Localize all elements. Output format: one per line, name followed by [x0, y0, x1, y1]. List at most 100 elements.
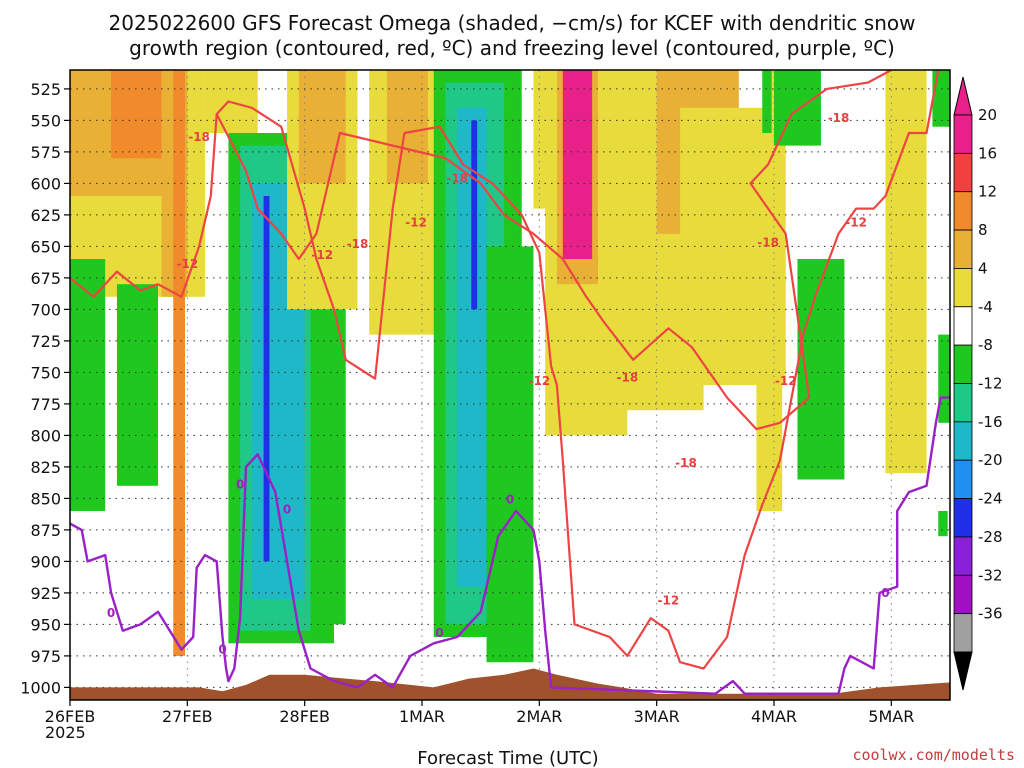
x-tick-label-2: 28FEB [279, 707, 330, 726]
omega-region-34 [885, 70, 927, 474]
freezing-level-contour [70, 396, 950, 695]
omega-region-16 [386, 70, 428, 184]
colorbar-bin-5 [953, 306, 973, 346]
credit-text: coolwx.com/modelts [852, 746, 1015, 764]
contour-labels: -18-12-12-18-12-18-12 -18-18-18-12-12-18-… [107, 111, 890, 657]
omega-region-10 [263, 196, 270, 562]
y-tick-label-7: 700 [30, 300, 61, 319]
temperature-contours [70, 70, 950, 695]
colorbar-label-11: -28 [978, 528, 1003, 546]
colorbar-bin-12 [953, 574, 973, 615]
x-tick-label-1: 27FEB [162, 707, 213, 726]
colorbar-bin-3 [953, 229, 973, 269]
contour-label-1: -12 [176, 257, 198, 271]
y-tick-label-0: 525 [30, 80, 61, 99]
colorbar-top-arrow [953, 76, 973, 116]
contour-label-9: -18 [757, 236, 779, 250]
contour-label-3: -18 [347, 237, 369, 251]
y-tick-label-5: 650 [30, 237, 61, 256]
colorbar-label-0: 20 [978, 106, 997, 124]
omega-region-29 [768, 70, 783, 511]
colorbar-label-4: 4 [978, 259, 988, 277]
colorbar-label-7: -12 [978, 375, 1003, 393]
y-tick-label-8: 725 [30, 332, 61, 351]
colorbar-label-3: 8 [978, 221, 988, 239]
omega-region-4 [173, 70, 185, 656]
contour-label-20: 0 [881, 586, 889, 600]
contour-label-18: 0 [435, 626, 443, 640]
colorbar-bin-6 [953, 344, 973, 384]
title-line-1: 2025022600 GFS Forecast Omega (shaded, −… [109, 11, 916, 35]
contour-label-13: -12 [845, 215, 867, 229]
terrain-surface [70, 668, 950, 700]
y-tick-label-18: 975 [30, 647, 61, 666]
contour-label-16: 0 [236, 478, 244, 492]
omega-region-36 [938, 334, 950, 423]
y-tick-label-1: 550 [30, 111, 61, 130]
x-year-label: 2025 [45, 723, 86, 742]
x-tick-label-5: 3MAR [634, 707, 680, 726]
contour-label-15: 0 [218, 643, 226, 657]
colorbar-label-9: -20 [978, 451, 1003, 469]
contour-label-4: -12 [405, 215, 427, 229]
omega-region-31 [762, 70, 772, 133]
omega-region-37 [938, 511, 948, 537]
y-tick-label-10: 775 [30, 395, 61, 414]
colorbar-bin-2 [953, 191, 973, 231]
y-tick-label-12: 825 [30, 458, 61, 477]
colorbar-bin-1 [953, 152, 973, 193]
omega-region-5 [70, 259, 106, 511]
contour-minus-12C [70, 70, 940, 670]
colorbar-label-12: -32 [978, 566, 1003, 584]
x-tick-label-6: 4MAR [751, 707, 797, 726]
y-tick-label-9: 750 [30, 363, 61, 382]
colorbar-bin-9 [953, 459, 973, 499]
y-tick-label-2: 575 [30, 143, 61, 162]
y-tick-label-13: 850 [30, 489, 61, 508]
colorbar-label-10: -24 [978, 490, 1003, 508]
colorbar-bin-4 [953, 268, 973, 308]
contour-label-14: 0 [107, 606, 115, 620]
pressure-axis: 525 550 575 600 625 650 675 700 725 750 775 800 825 8… [20, 80, 70, 697]
contour-label-17: 0 [283, 503, 291, 517]
x-tick-label-0: 26FEB [45, 707, 96, 726]
y-tick-label-4: 625 [30, 206, 61, 225]
omega-region-25 [562, 70, 593, 259]
contour-label-0: -18 [188, 130, 210, 144]
y-tick-label-11: 800 [30, 426, 61, 445]
colorbar-bin-13 [953, 613, 973, 653]
y-tick-label-3: 600 [30, 174, 61, 193]
plot-frame [69, 69, 951, 701]
x-tick-label-3: 1MAR [399, 707, 445, 726]
y-tick-label-17: 950 [30, 615, 61, 634]
colorbar-label-2: 12 [978, 183, 997, 201]
x-axis-label: Forecast Time (UTC) [417, 748, 598, 768]
colorbar-bin-11 [953, 536, 973, 576]
colorbar-label-8: -16 [978, 413, 1003, 431]
y-tick-label-15: 900 [30, 552, 61, 571]
contour-minus-18C [215, 70, 892, 431]
contour-label-2: -12 [311, 248, 333, 262]
colorbar-bin-7 [953, 383, 973, 423]
contour-label-12: -18 [828, 111, 850, 125]
colorbar-bin-10 [953, 498, 973, 538]
colorbar-label-1: 16 [978, 144, 997, 162]
colorbar-bottom-arrow [953, 651, 973, 691]
contour-label-5: -18 [446, 171, 468, 185]
contour-label-8: -18 [675, 456, 697, 470]
contour-label-7: -18 [616, 370, 638, 384]
terrain [70, 668, 950, 700]
colorbar-label-13: -36 [978, 605, 1003, 623]
y-tick-label-6: 675 [30, 269, 61, 288]
y-tick-label-19: 1000 [20, 678, 61, 697]
omega-region-35 [932, 70, 950, 127]
contour-label-19: 0 [506, 493, 514, 507]
omega-region-2 [111, 70, 164, 159]
colorbar-bin-0 [953, 114, 973, 154]
omega-region-13 [298, 70, 346, 184]
colorbar-label-5: -4 [978, 298, 993, 316]
colorbar: 20 16 12 8 4 -4 -8 -12 -16 -20 -24 -28 -32 -36 [953, 76, 1003, 691]
omega-region-32 [756, 347, 771, 511]
contour-label-6: -12 [528, 374, 550, 388]
